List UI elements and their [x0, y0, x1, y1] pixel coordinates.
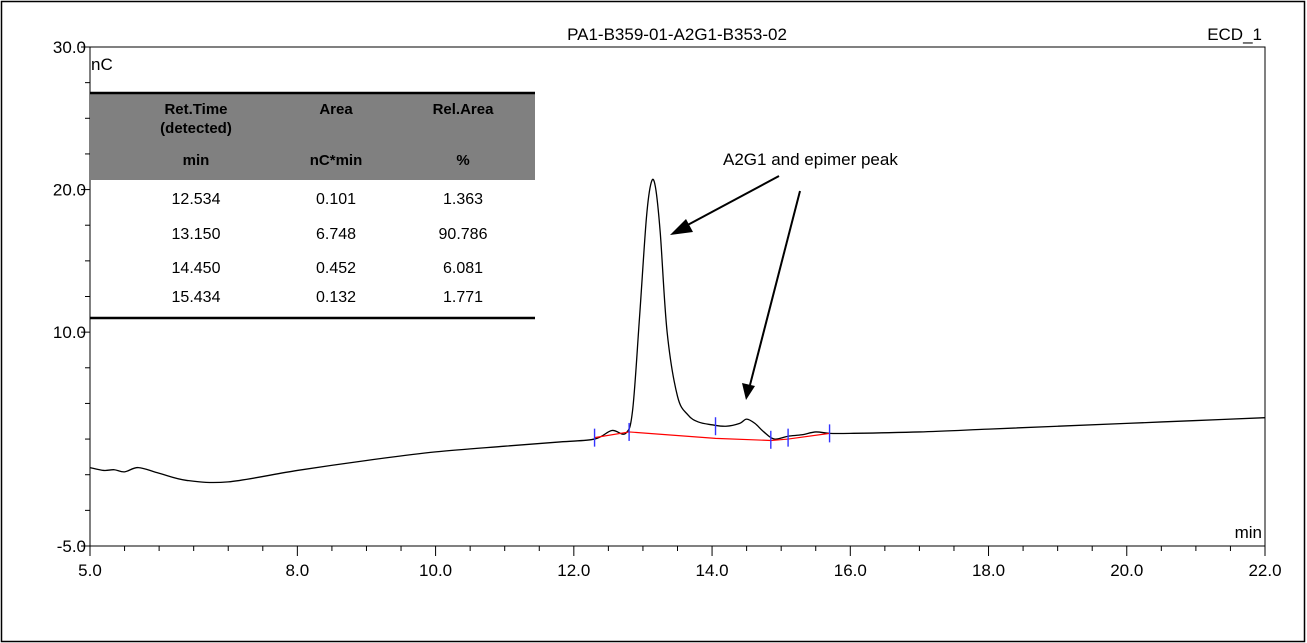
x-tick-label: 12.0: [557, 561, 590, 580]
table-header-rettime-line2: (detected): [160, 120, 232, 137]
y-axis-ticks: -5.0 10.0 20.0 30.0: [53, 38, 90, 556]
table-header-background: [90, 93, 535, 180]
x-tick-label: 14.0: [696, 561, 729, 580]
table-cell: 13.150: [172, 226, 221, 243]
table-cell: 12.534: [172, 191, 221, 208]
table-row: 12.534 0.101 1.363: [172, 191, 484, 208]
y-tick-label: 10.0: [53, 323, 86, 342]
table-cell: 1.771: [443, 289, 483, 306]
x-tick-label: 5.0: [78, 561, 102, 580]
table-cell: 1.363: [443, 191, 483, 208]
chart-title: PA1-B359-01-A2G1-B353-02: [567, 25, 787, 44]
y-axis-unit-label: nC: [91, 55, 113, 74]
annotation-label: A2G1 and epimer peak: [723, 150, 898, 169]
table-cell: 6.081: [443, 260, 483, 277]
y-tick-label: -5.0: [57, 537, 86, 556]
y-tick-label: 20.0: [53, 181, 86, 200]
x-tick-label: 16.0: [834, 561, 867, 580]
x-tick-label: 10.0: [419, 561, 452, 580]
table-header-relarea: Rel.Area: [433, 101, 495, 118]
x-axis-ticks: 5.0 8.0 10.0 12.0 14.0 16.0 18.0 20.0 22.0: [78, 546, 1282, 580]
table-row: 14.450 0.452 6.081: [172, 260, 484, 277]
peak-markers: [593, 417, 831, 449]
x-tick-label: 20.0: [1110, 561, 1143, 580]
table-header-area-unit: nC*min: [310, 152, 363, 169]
table-cell: 90.786: [439, 226, 488, 243]
table-cell: 0.101: [316, 191, 356, 208]
table-cell: 0.132: [316, 289, 356, 306]
channel-label: ECD_1: [1207, 25, 1262, 44]
table-header-rettime-unit: min: [183, 152, 210, 169]
x-tick-label: 22.0: [1248, 561, 1281, 580]
annotation-arrow: [742, 190, 801, 400]
table-header-rettime-line1: Ret.Time: [164, 101, 227, 118]
x-tick-label: 8.0: [286, 561, 310, 580]
x-tick-label: 18.0: [972, 561, 1005, 580]
table-cell: 6.748: [316, 226, 356, 243]
table-cell: 0.452: [316, 260, 356, 277]
x-axis-unit-label: min: [1235, 523, 1262, 542]
table-row: 13.150 6.748 90.786: [172, 226, 488, 243]
table-cell: 15.434: [172, 289, 221, 306]
table-header-area: Area: [319, 101, 353, 118]
table-row: 15.434 0.132 1.771: [172, 289, 484, 306]
table-cell: 14.450: [172, 260, 221, 277]
y-tick-label: 30.0: [53, 38, 86, 57]
baseline-line: [594, 431, 830, 442]
results-table: Ret.Time (detected) min Area nC*min Rel.…: [90, 91, 535, 320]
table-header-relarea-unit: %: [456, 152, 469, 169]
annotation-arrow: [670, 175, 780, 235]
